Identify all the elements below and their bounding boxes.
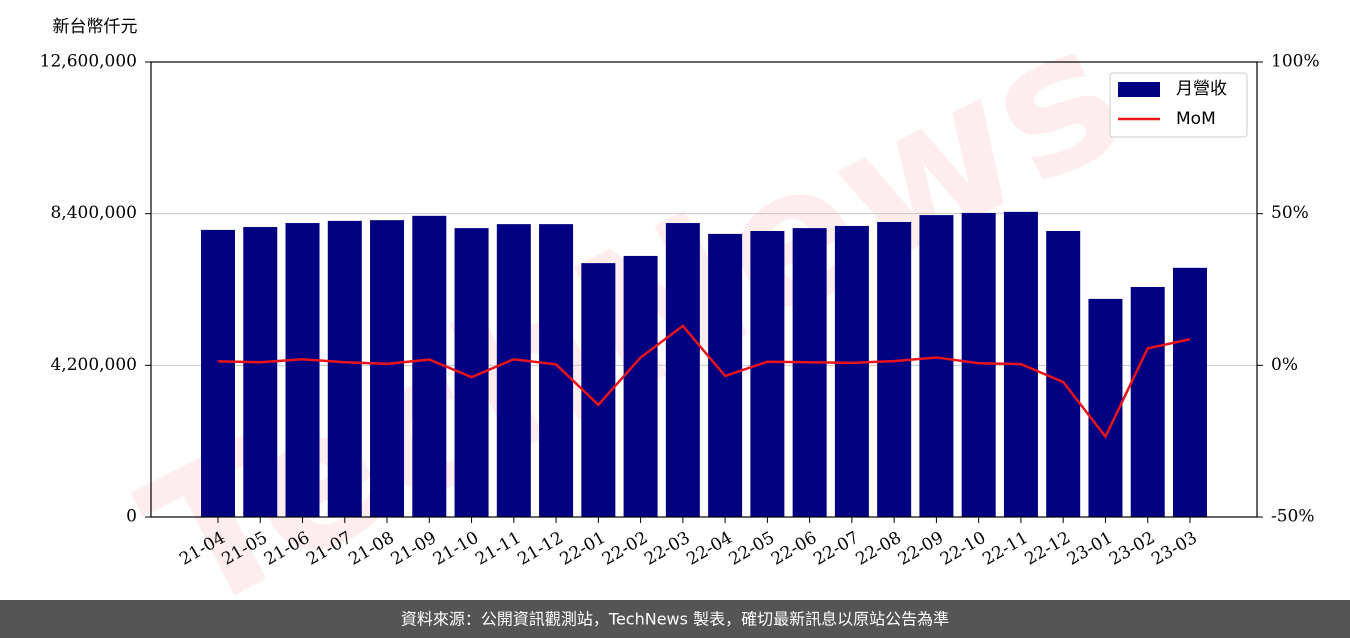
x-tick-label: 23-02 (1106, 528, 1158, 570)
y-tick-label: 12,600,000 (40, 52, 137, 72)
bar (1088, 298, 1123, 517)
bar (539, 224, 574, 517)
bar (412, 215, 447, 518)
legend-label: 月營收 (1176, 79, 1227, 99)
bar (285, 223, 320, 518)
bar (919, 215, 954, 517)
x-tick-label: 23-01 (1064, 528, 1116, 570)
bar (581, 263, 616, 517)
x-tick-label: 22-04 (683, 528, 735, 570)
x-tick-label: 22-09 (895, 528, 947, 570)
bar (750, 231, 785, 517)
bar (623, 255, 658, 517)
x-tick-label: 22-02 (599, 528, 651, 570)
footer: 資料來源：公開資訊觀測站，TechNews 製表，確切最新訊息以原站公告為準 (401, 610, 949, 629)
bar (1046, 231, 1081, 517)
y2-tick-label: 100% (1271, 52, 1320, 72)
x-tick-label: 22-01 (557, 528, 609, 570)
plot-frame (150, 61, 1258, 518)
x-tick-label: 22-08 (852, 528, 904, 570)
bar (1130, 286, 1165, 517)
y-tick-label: 8,400,000 (50, 203, 137, 223)
y-tick-label: 0 (126, 507, 137, 527)
x-tick-label: 22-12 (1022, 528, 1074, 570)
x-tick-label: 21-11 (472, 528, 524, 570)
x-tick-label: 22-06 (768, 528, 820, 570)
bar (370, 220, 405, 517)
x-tick-label: 22-03 (641, 528, 693, 570)
y2-tick-label: 0% (1271, 355, 1298, 375)
bar (243, 227, 278, 517)
x-tick-label: 23-03 (1148, 528, 1200, 570)
x-tick-label: 22-05 (726, 528, 778, 570)
y-tick-label: 4,200,000 (50, 355, 137, 375)
x-tick-label: 21-12 (514, 528, 566, 570)
bar (834, 225, 869, 517)
legend-label: MoM (1176, 109, 1216, 129)
footer-bar (0, 600, 1350, 638)
bar (792, 228, 827, 517)
bar (327, 220, 362, 517)
bar (665, 223, 700, 518)
x-tick-label: 22-07 (810, 528, 862, 570)
bar (201, 229, 235, 517)
y2-tick-label: 50% (1271, 203, 1309, 223)
bar (961, 212, 996, 517)
y2-tick-label: -50% (1271, 507, 1315, 527)
bar (877, 221, 912, 517)
x-tick-label: 22-11 (979, 528, 1031, 570)
bar (1172, 267, 1207, 517)
line (217, 324, 1191, 439)
legend-swatch (1118, 82, 1160, 97)
y-axis-label: 新台幣仟元 (53, 17, 138, 37)
x-tick-label: 22-10 (937, 528, 989, 570)
bar (496, 224, 531, 517)
